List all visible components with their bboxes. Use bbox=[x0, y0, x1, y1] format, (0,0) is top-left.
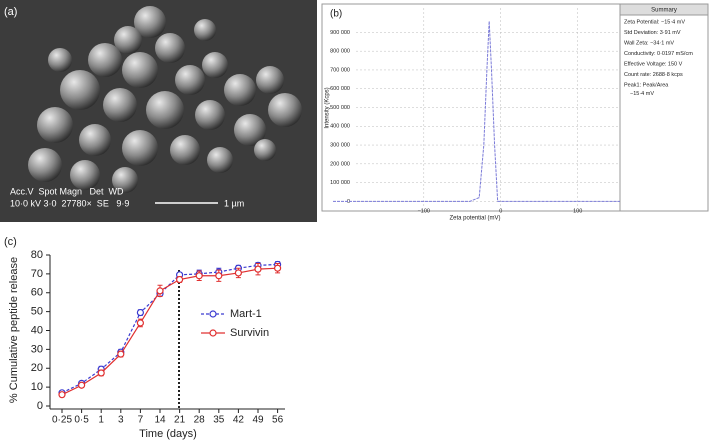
zeta-panel: Summary (b) Zeta potential (mV) Intensit… bbox=[321, 3, 709, 222]
y-tick-label: 800 000 bbox=[330, 49, 350, 55]
y-tick-label: 0 bbox=[347, 199, 350, 205]
sem-panel: (a) Acc.V Spot Magn Det WD 10·0 kV 3·0 2… bbox=[0, 0, 317, 222]
y-tick-label: 20 bbox=[31, 362, 43, 374]
y-tick-label: 70 bbox=[31, 268, 43, 280]
marker bbox=[234, 269, 242, 277]
x-tick-label: 7 bbox=[138, 415, 144, 426]
data-line bbox=[333, 21, 620, 202]
x-tick-label: 21 bbox=[174, 415, 186, 426]
x-tick-label: 28 bbox=[194, 415, 206, 426]
summary-line: Count rate: 2688·8 kcps bbox=[624, 72, 683, 78]
legend-marker bbox=[209, 329, 217, 337]
y-axis-title: Intensity (Kcps) bbox=[325, 87, 331, 128]
x-tick-label: 56 bbox=[272, 415, 284, 426]
marker bbox=[136, 308, 144, 317]
y-tick-label: 60 bbox=[31, 287, 43, 299]
sem-header: Acc.V Spot Magn Det WD bbox=[10, 186, 124, 196]
x-axis-title: Zeta potential (mV) bbox=[449, 216, 500, 222]
summary-line: Conductivity: 0·0197 mS/cm bbox=[624, 51, 693, 57]
y-tick-label: 200 000 bbox=[330, 161, 350, 167]
summary-header bbox=[619, 3, 709, 16]
x-tick-label: 3 bbox=[118, 415, 124, 426]
summary-box bbox=[619, 3, 709, 212]
y-tick-label: 80 bbox=[31, 249, 43, 261]
marker bbox=[176, 275, 184, 284]
marker bbox=[58, 391, 66, 399]
summary-line: Std Deviation: 3·91 mV bbox=[624, 30, 681, 36]
summary-line: Zeta Potential: −15·4 mV bbox=[624, 19, 685, 25]
y-tick-label: 400 000 bbox=[330, 124, 350, 130]
sem-info: 10·0 kV 3·0 27780× SE 9·9 bbox=[10, 198, 129, 208]
y-tick-label: 500 000 bbox=[330, 105, 350, 111]
summary-line: Peak1: Peak/Area bbox=[624, 82, 669, 88]
marker bbox=[215, 272, 223, 280]
summary-line: Wall Zeta: −34·1 mV bbox=[624, 40, 674, 46]
y-tick-label: 30 bbox=[31, 343, 43, 355]
x-tick-label: 42 bbox=[233, 415, 245, 426]
release-panel: (c) Time (days) % Cumulative peptide rel… bbox=[4, 236, 285, 440]
y-tick-label: 700 000 bbox=[330, 67, 350, 73]
panel-label: (b) bbox=[330, 9, 342, 20]
y-tick-label: 100 000 bbox=[330, 180, 350, 186]
x-tick-label: 100 bbox=[573, 208, 582, 214]
legend-label: Survivin bbox=[230, 327, 269, 339]
summary-line: Effective Voltage: 150 V bbox=[624, 61, 683, 67]
legend-label: Mart-1 bbox=[230, 308, 262, 320]
x-tick-label: 0·5 bbox=[74, 415, 89, 426]
marker bbox=[156, 287, 164, 295]
panel-label: (c) bbox=[4, 236, 17, 248]
y-tick-label: 50 bbox=[31, 306, 43, 318]
y-tick-label: 0 bbox=[37, 400, 43, 412]
x-tick-label: 0 bbox=[499, 208, 502, 214]
y-tick-label: 10 bbox=[31, 381, 43, 393]
particles bbox=[28, 6, 302, 193]
panel-label: (a) bbox=[4, 6, 17, 18]
scale-label: 1 µm bbox=[224, 198, 244, 208]
x-tick-label: 1 bbox=[98, 415, 104, 426]
marker bbox=[254, 265, 262, 273]
marker bbox=[136, 319, 144, 327]
x-tick-label: 35 bbox=[213, 415, 225, 426]
y-tick-label: 40 bbox=[31, 324, 43, 336]
legend-marker bbox=[209, 310, 217, 318]
y-axis-title: % Cumulative peptide release bbox=[8, 257, 20, 403]
x-tick-label: 14 bbox=[154, 415, 166, 426]
marker bbox=[97, 369, 105, 377]
x-tick-label: 49 bbox=[252, 415, 264, 426]
marker bbox=[195, 272, 203, 280]
marker bbox=[77, 381, 86, 389]
y-tick-label: 300 000 bbox=[330, 143, 350, 149]
summary-line: −15·4 mV bbox=[630, 91, 654, 97]
summary-title: Summary bbox=[651, 8, 677, 14]
marker bbox=[117, 350, 125, 358]
y-tick-label: 900 000 bbox=[330, 30, 350, 36]
marker bbox=[274, 264, 282, 272]
x-tick-label: 0·25 bbox=[52, 415, 72, 426]
x-axis-title: Time (days) bbox=[139, 428, 197, 440]
x-tick-label: −100 bbox=[418, 208, 430, 214]
y-tick-label: 600 000 bbox=[330, 86, 350, 92]
